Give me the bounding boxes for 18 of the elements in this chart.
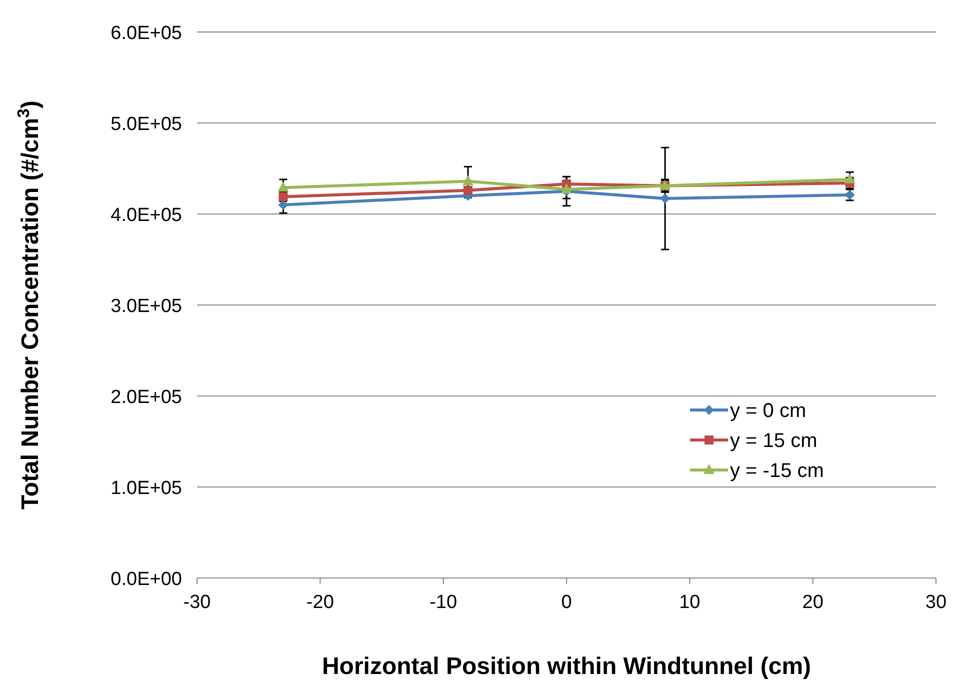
y-tick-label: 1.0E+05	[110, 478, 182, 499]
y-tick-label: 0.0E+00	[110, 569, 182, 590]
legend-label: y = 15 cm	[730, 430, 818, 452]
y-tick-label: 2.0E+05	[110, 387, 182, 408]
x-tick-label: 20	[802, 592, 824, 613]
legend-label: y = -15 cm	[730, 460, 824, 482]
x-tick-label: 0	[561, 592, 572, 613]
x-tick-label: -20	[306, 592, 334, 613]
y-tick-label: 3.0E+05	[110, 296, 182, 317]
x-tick-label: -30	[183, 592, 211, 613]
y-tick-label: 4.0E+05	[110, 205, 182, 226]
y-tick-label: 6.0E+05	[110, 23, 182, 44]
x-axis-title: Horizontal Position within Windtunnel (cm)	[322, 653, 812, 680]
legend-label: y = 0 cm	[730, 400, 806, 422]
x-tick-label: -10	[430, 592, 458, 613]
x-tick-label: 10	[679, 592, 700, 613]
y-tick-label: 5.0E+05	[110, 114, 182, 135]
x-tick-label: 30	[925, 592, 947, 613]
